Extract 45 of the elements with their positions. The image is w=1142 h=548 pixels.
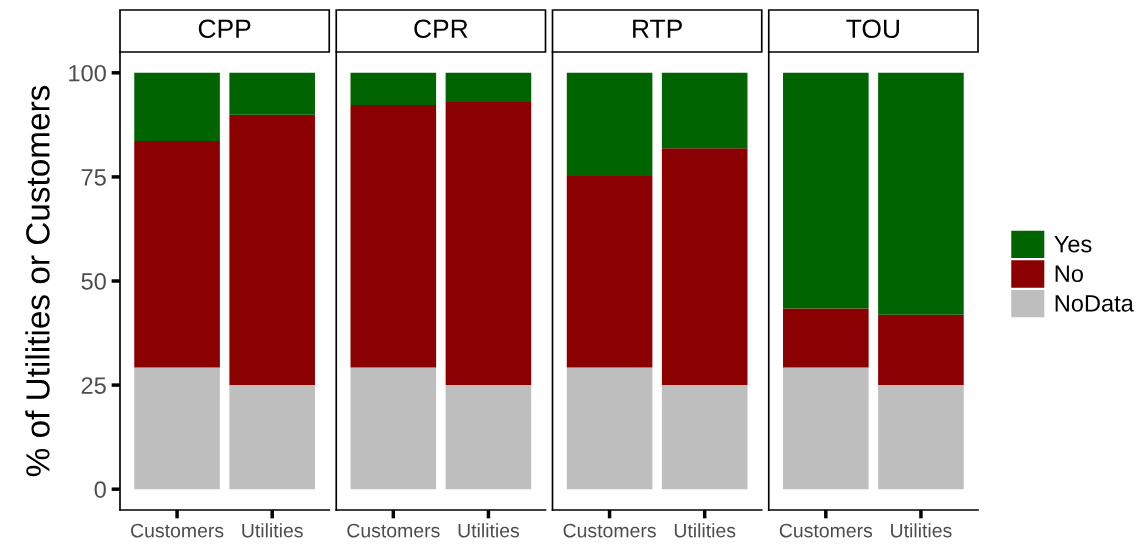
y-tick-label: 0 bbox=[94, 481, 106, 498]
x-tick-label: Utilities bbox=[891, 523, 952, 538]
chart-title: CPP bbox=[198, 19, 251, 39]
bar bbox=[350, 104, 437, 368]
legend-label: NoData bbox=[1055, 295, 1134, 312]
bar bbox=[350, 72, 437, 105]
x-tick-label: Utilities bbox=[674, 523, 736, 538]
bar bbox=[445, 72, 532, 102]
legend-label: No bbox=[1055, 265, 1083, 283]
y-axis-title: % of Utilities or Customers bbox=[25, 85, 50, 477]
chart-title: CPR bbox=[414, 19, 468, 39]
bar bbox=[229, 114, 315, 386]
bar bbox=[134, 141, 220, 368]
legend-label: Yes bbox=[1054, 235, 1092, 253]
bar bbox=[229, 72, 315, 115]
bar bbox=[566, 72, 653, 177]
x-tick-label: Utilities bbox=[458, 523, 520, 538]
bar bbox=[134, 72, 220, 142]
bar bbox=[783, 367, 869, 490]
bar bbox=[445, 101, 532, 386]
bar bbox=[878, 72, 964, 315]
chart-title: TOU bbox=[846, 19, 899, 39]
x-tick-label: Customers bbox=[131, 523, 224, 538]
bar bbox=[661, 385, 748, 490]
chart-title: RTP bbox=[633, 19, 682, 38]
x-tick-label: Customers bbox=[779, 523, 873, 538]
x-tick-label: Customers bbox=[563, 523, 656, 538]
bar bbox=[134, 367, 220, 490]
y-tick-label: 75 bbox=[81, 169, 106, 186]
bar bbox=[783, 72, 869, 309]
bar bbox=[661, 148, 748, 386]
bar bbox=[445, 385, 532, 490]
y-tick-label: 50 bbox=[81, 273, 106, 290]
bar bbox=[661, 72, 748, 149]
bar bbox=[350, 367, 437, 490]
bar bbox=[229, 385, 315, 490]
x-tick-label: Utilities bbox=[242, 523, 303, 538]
y-tick-label: 100 bbox=[69, 64, 106, 82]
bar bbox=[878, 314, 964, 386]
bar bbox=[566, 176, 653, 368]
x-tick-label: Customers bbox=[347, 523, 440, 538]
bar bbox=[566, 367, 653, 490]
bar bbox=[878, 385, 964, 490]
bar bbox=[783, 308, 869, 368]
y-tick-label: 25 bbox=[81, 377, 106, 394]
